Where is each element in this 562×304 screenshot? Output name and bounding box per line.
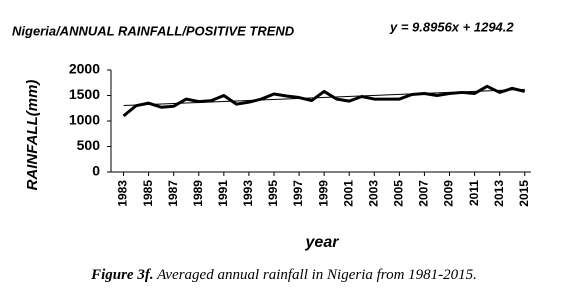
x-axis-label: year	[305, 234, 340, 251]
x-tick-label: 1989	[191, 180, 205, 207]
chart-title: Nigeria/ANNUAL RAINFALL/POSITIVE TREND	[12, 23, 295, 38]
x-tick-label: 1987	[166, 180, 180, 207]
y-tick-label: 1500	[69, 86, 100, 102]
x-tick-label: 1991	[216, 180, 230, 207]
data-line	[122, 84, 526, 118]
x-tick-label: 2003	[366, 180, 380, 207]
x-tick-label: 1983	[116, 180, 130, 207]
x-tick-label: 2007	[417, 180, 431, 207]
x-tick-label: 1999	[316, 180, 330, 207]
x-tick-label: 1993	[241, 180, 255, 207]
caption-text: Averaged annual rainfall in Nigeria from…	[156, 267, 477, 283]
x-tick-label: 2001	[341, 180, 355, 207]
y-tick-label: 500	[77, 137, 101, 153]
x-tick-label: 2005	[392, 180, 406, 207]
trend-equation: y = 9.8956x + 1294.2	[389, 19, 514, 34]
y-tick-label: 2000	[69, 61, 100, 77]
x-tick-label: 2015	[517, 180, 531, 207]
y-tick-label: 1000	[69, 112, 100, 128]
x-tick-label: 1997	[291, 180, 305, 207]
x-tick-label: 2009	[442, 180, 456, 207]
x-tick-label: 1985	[141, 180, 155, 207]
x-tick-label: 1995	[266, 180, 280, 207]
caption: Figure 3f. Averaged annual rainfall in N…	[90, 267, 477, 283]
x-tick-label: 2011	[467, 180, 481, 206]
y-axis-label: RAINFALL(mm)	[24, 80, 41, 191]
caption-label: Figure 3f.	[90, 267, 154, 283]
x-tick-label: 2013	[492, 180, 506, 207]
y-tick-label: 0	[92, 163, 100, 179]
